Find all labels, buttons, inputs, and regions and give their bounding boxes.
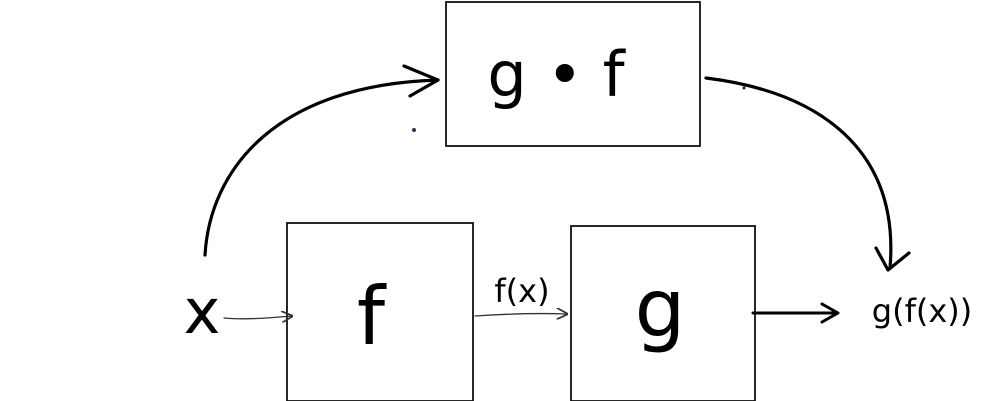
ink-speck <box>742 86 746 90</box>
f-box-label: f <box>357 270 387 363</box>
arrow-x-to-f <box>223 316 292 319</box>
composite-box-label: g • f <box>487 38 626 111</box>
arrow-x-to-composite <box>203 78 440 257</box>
intermediate-label: f(x) <box>494 272 549 310</box>
input-label: x <box>184 275 221 348</box>
arrow-g-to-output-head <box>820 302 840 324</box>
arrow-composite-to-output <box>704 76 893 270</box>
composite-box <box>445 1 701 147</box>
arrow-f-to-g <box>474 314 567 316</box>
output-label: g(f(x)) <box>872 292 972 330</box>
arrow-composite-to-output-head <box>874 246 911 272</box>
g-box-label: g <box>635 262 686 355</box>
arrow-x-to-composite-head <box>402 64 440 98</box>
ink-speck <box>412 128 416 132</box>
